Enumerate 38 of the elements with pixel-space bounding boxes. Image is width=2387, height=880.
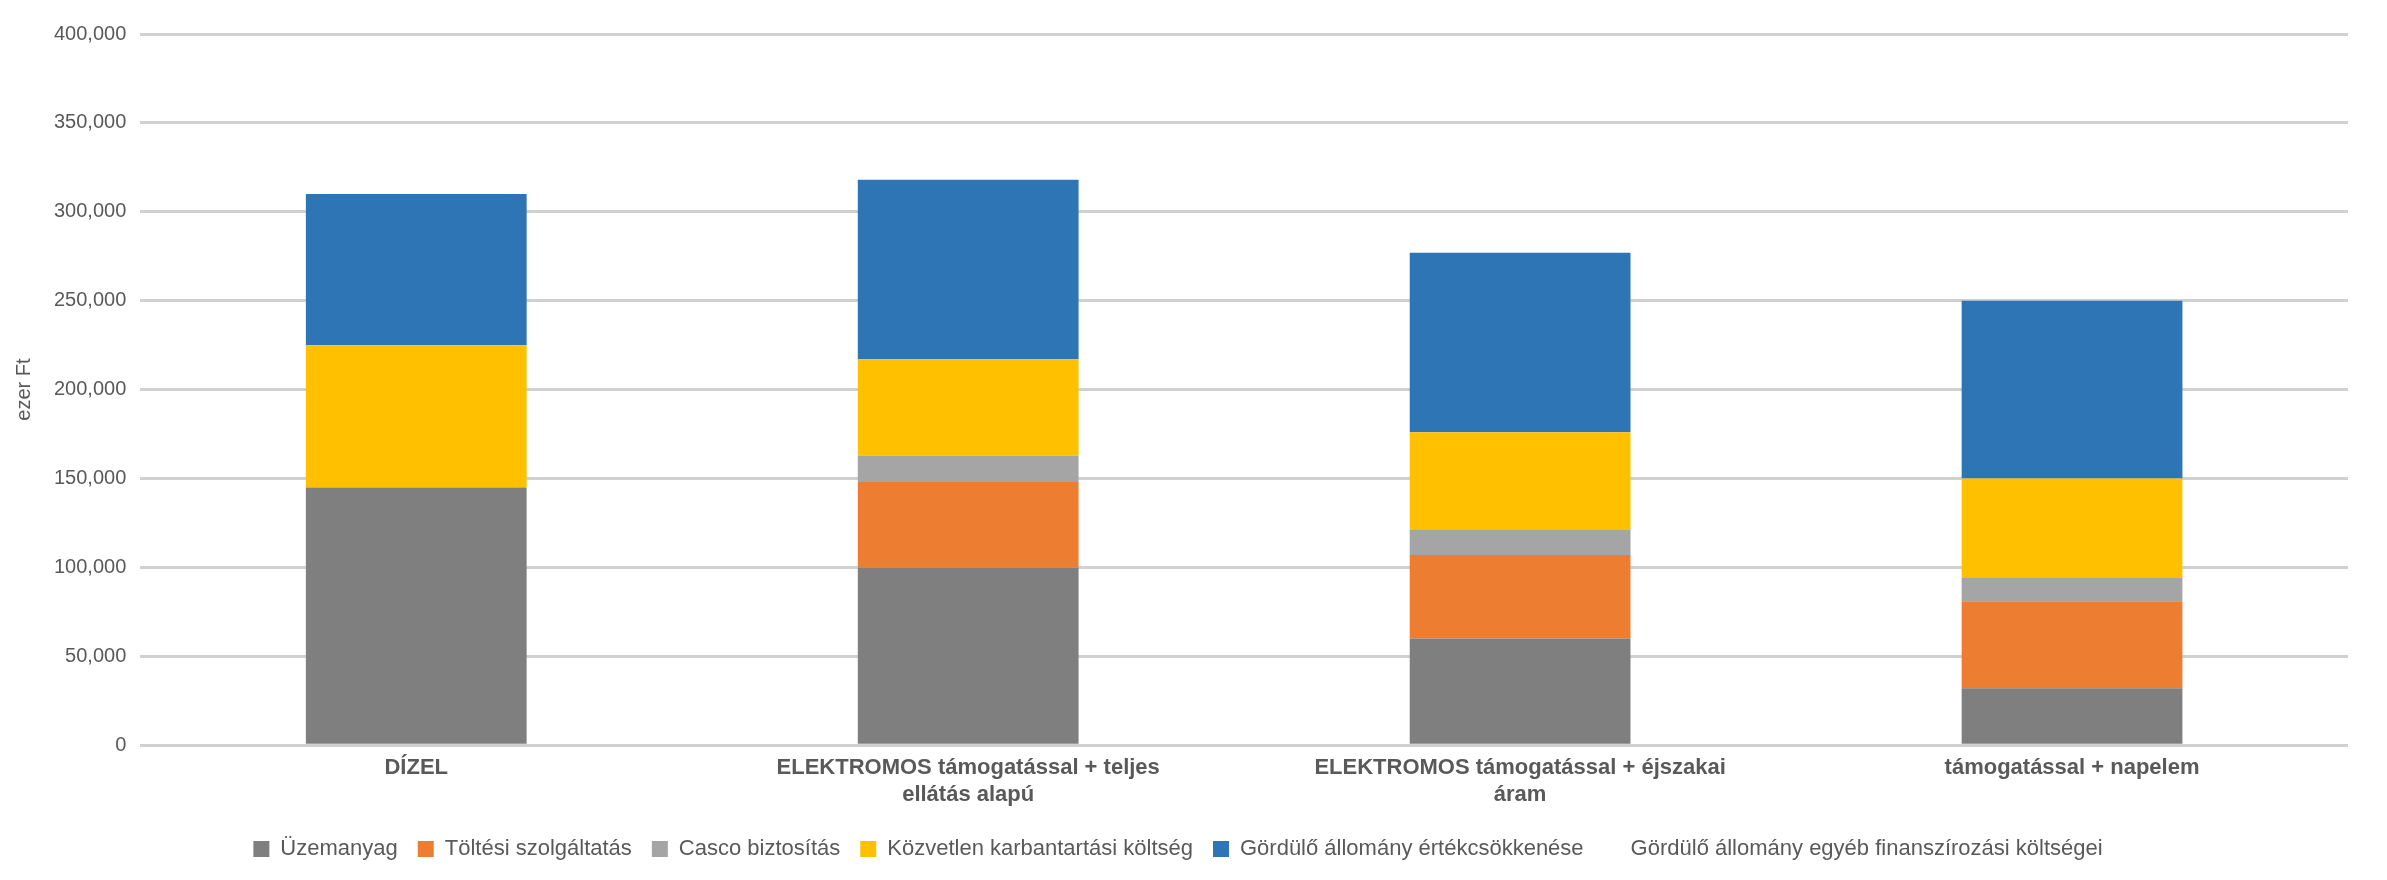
legend-label: Közvetlen karbantartási költség	[887, 835, 1193, 861]
bar	[857, 567, 1079, 744]
y-tick-label: 100,000	[54, 554, 127, 577]
bar	[1961, 601, 2183, 689]
y-axis-title: ezer Ft	[11, 358, 34, 421]
bar	[1409, 638, 1631, 744]
bar	[857, 359, 1079, 456]
text: Gördülő állomány egyéb finanszírozási költségei	[1630, 835, 2103, 861]
y-tick-label: 250,000	[54, 288, 127, 311]
bar	[1961, 478, 2183, 579]
legend-label: Töltési szolgáltatás	[444, 835, 632, 861]
y-tick-label: 150,000	[54, 466, 127, 489]
y-tick-label: 400,000	[54, 21, 127, 44]
y-tick-label: 50,000	[65, 643, 127, 666]
y-tick-label: 350,000	[54, 110, 127, 133]
x-tick-label: ELEKTROMOS támogatással + éjszakai áram	[1314, 754, 1726, 806]
y-tick-label: 300,000	[54, 199, 127, 222]
y-tick-label: 200,000	[54, 377, 127, 400]
bar	[1409, 530, 1631, 555]
legend-label: Gördülő állomány értékcsökkenése	[1239, 835, 1584, 861]
bar	[305, 345, 527, 488]
bar	[857, 482, 1079, 568]
legend-label: Üzemanyag	[280, 835, 398, 861]
bar	[1409, 252, 1631, 433]
x-tick-label: DÍZEL	[384, 754, 449, 780]
y-tick-label: 0	[115, 732, 127, 755]
bar	[305, 194, 527, 346]
bar	[1961, 578, 2183, 602]
bar	[1961, 688, 2183, 744]
x-tick-label: ELEKTROMOS támogatással + teljes ellátás alapú	[776, 754, 1160, 806]
bar	[1961, 300, 2183, 479]
legend-label: Casco biztosítás	[678, 835, 841, 861]
bar	[305, 487, 527, 744]
x-tick-label: támogatással + napelem	[1944, 754, 2200, 780]
bar	[857, 179, 1079, 360]
bar	[857, 455, 1079, 483]
bar	[1409, 432, 1631, 531]
bar	[1409, 554, 1631, 639]
